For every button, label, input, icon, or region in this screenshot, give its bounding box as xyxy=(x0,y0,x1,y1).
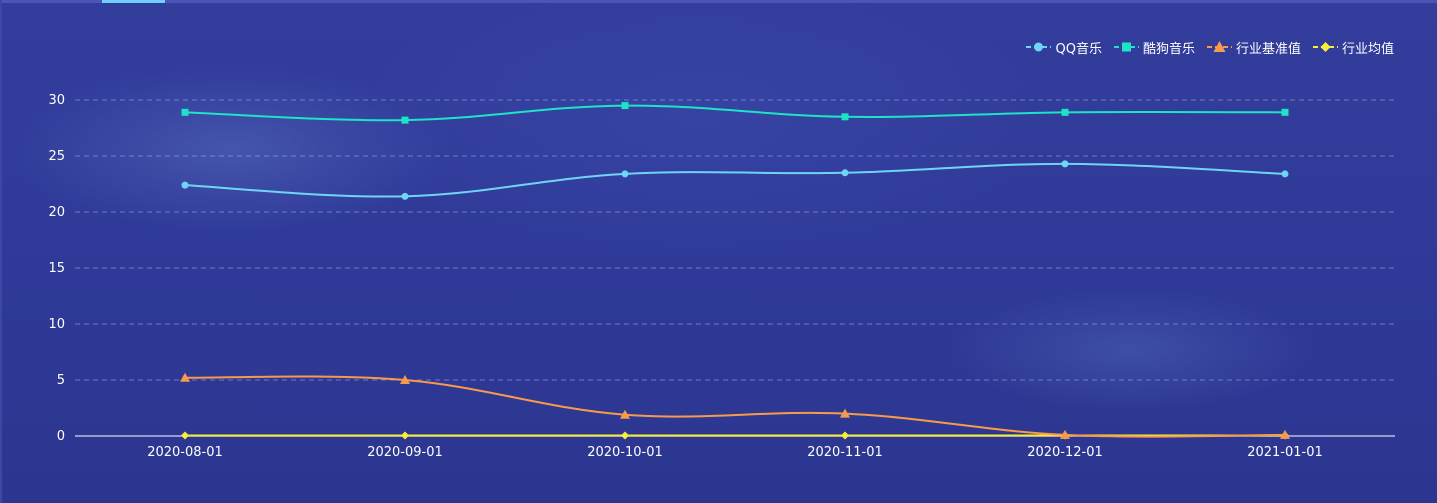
data-point[interactable] xyxy=(841,113,849,121)
legend-item[interactable]: 酷狗音乐 xyxy=(1113,38,1195,57)
y-tick-label: 5 xyxy=(57,373,65,388)
data-point[interactable] xyxy=(621,170,629,178)
data-point[interactable] xyxy=(181,108,189,116)
legend-label: 行业基准值 xyxy=(1235,41,1301,57)
data-point[interactable] xyxy=(621,102,629,110)
y-tick-label: 15 xyxy=(48,261,65,276)
y-tick-label: 10 xyxy=(48,317,65,332)
y-tick-label: 0 xyxy=(57,429,65,444)
x-tick-label: 2020-11-01 xyxy=(807,445,883,460)
data-point[interactable] xyxy=(841,431,849,440)
active-tab-indicator[interactable] xyxy=(102,0,165,3)
legend-label: 酷狗音乐 xyxy=(1142,41,1195,57)
x-tick-label: 2020-08-01 xyxy=(147,445,223,460)
legend-item[interactable]: QQ音乐 xyxy=(1026,38,1102,57)
series-0 xyxy=(181,160,1289,200)
legend-label: 行业均值 xyxy=(1341,41,1394,57)
data-point[interactable] xyxy=(620,409,630,419)
legend-item[interactable]: 行业均值 xyxy=(1312,38,1394,57)
legend-item[interactable]: 行业基准值 xyxy=(1206,38,1301,57)
data-point[interactable] xyxy=(181,181,189,189)
data-point[interactable] xyxy=(401,116,409,124)
chart-legend: QQ音乐 酷狗音乐 行业基准值 行业均值 xyxy=(1026,37,1394,57)
data-point[interactable] xyxy=(400,375,410,384)
panel-left-edge xyxy=(0,0,2,503)
x-tick-label: 2020-10-01 xyxy=(587,445,663,460)
series-1 xyxy=(181,102,1289,124)
legend-key-icon xyxy=(1206,41,1232,52)
data-point[interactable] xyxy=(1280,429,1290,439)
data-point[interactable] xyxy=(840,408,850,418)
x-tick-label: 2020-09-01 xyxy=(367,445,443,460)
y-tick-label: 30 xyxy=(48,93,65,108)
data-point[interactable] xyxy=(841,169,849,177)
data-point[interactable] xyxy=(401,192,409,200)
y-tick-label: 20 xyxy=(48,205,65,220)
legend-key-icon xyxy=(1312,42,1338,52)
data-point[interactable] xyxy=(181,431,189,440)
data-point[interactable] xyxy=(1281,170,1289,178)
series-line xyxy=(184,162,1286,198)
legend-key-icon xyxy=(1113,42,1139,52)
y-tick-label: 25 xyxy=(48,149,65,164)
legend-label: QQ音乐 xyxy=(1055,41,1102,57)
y-axis: 0 5 10 15 20 25 30 xyxy=(48,93,65,444)
series-2 xyxy=(180,372,1290,439)
x-tick-label: 2020-12-01 xyxy=(1027,445,1103,460)
data-point[interactable] xyxy=(621,431,629,440)
legend-key-icon xyxy=(1026,42,1052,52)
grid-lines xyxy=(75,99,1395,381)
panel-top-border xyxy=(0,0,1437,3)
series-line xyxy=(184,375,1286,438)
x-tick-label: 2021-01-01 xyxy=(1247,445,1323,460)
data-point[interactable] xyxy=(1061,160,1069,168)
data-point[interactable] xyxy=(1060,429,1070,439)
data-point[interactable] xyxy=(401,431,409,440)
x-axis: 2020-08-01 2020-09-01 2020-10-01 2020-11-01… xyxy=(75,435,1395,460)
data-point[interactable] xyxy=(1061,108,1069,116)
data-point[interactable] xyxy=(1281,108,1289,116)
series-line xyxy=(184,104,1286,122)
data-point[interactable] xyxy=(180,372,190,382)
series-layer xyxy=(180,102,1290,440)
